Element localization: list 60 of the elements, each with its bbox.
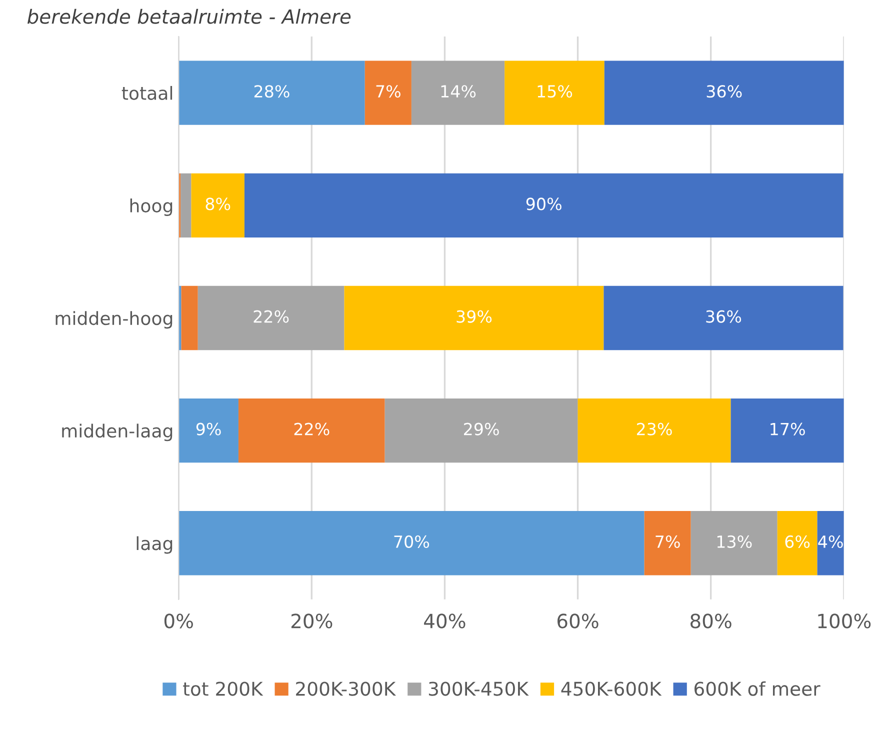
bar	[178, 286, 182, 350]
data-label: 70%	[394, 535, 430, 548]
x-tick-label: 40%	[424, 614, 466, 628]
bar	[384, 398, 578, 463]
x-tick-label: 100%	[818, 614, 871, 628]
data-label: 7%	[656, 535, 680, 548]
bar	[777, 511, 818, 576]
bar	[344, 286, 604, 350]
data-label: 22%	[254, 310, 289, 323]
bar	[191, 173, 244, 238]
data-label: 6%	[785, 535, 810, 548]
bar	[817, 511, 844, 576]
data-label: 36%	[706, 310, 742, 323]
x-tick-label: 60%	[558, 614, 598, 628]
y-tick-label: totaal	[122, 86, 172, 100]
bar	[238, 398, 385, 463]
bar	[178, 511, 644, 576]
data-label: 22%	[294, 422, 330, 436]
data-label: 9%	[196, 422, 221, 436]
data-label: 23%	[636, 422, 672, 436]
y-tick-label: midden-laag	[62, 424, 172, 442]
data-label: 90%	[526, 198, 562, 210]
x-tick-label: 20%	[291, 614, 332, 628]
data-label: 28%	[254, 85, 290, 98]
data-label: 17%	[770, 422, 805, 436]
bar	[178, 60, 365, 125]
bar	[364, 60, 412, 125]
chart-title: berekende betaalruimte - Almere	[27, 8, 351, 24]
bar	[604, 286, 844, 350]
x-tick-label: 80%	[690, 614, 732, 628]
data-label: 8%	[206, 198, 230, 210]
bar	[198, 286, 344, 350]
bar	[178, 398, 238, 463]
data-label: 13%	[717, 535, 752, 548]
data-label: 36%	[706, 85, 742, 98]
y-tick-label: hoog	[130, 198, 172, 216]
bar	[644, 511, 691, 576]
bar	[181, 286, 198, 350]
data-label: 14%	[441, 85, 476, 98]
y-tick-label: laag	[136, 536, 172, 554]
data-label: 29%	[464, 422, 499, 436]
legend-label: 600K of meer	[694, 681, 820, 696]
bar	[244, 173, 844, 238]
data-label: 4%	[818, 535, 843, 548]
bar	[504, 60, 604, 125]
bar	[730, 398, 844, 463]
x-tick-label: 0%	[164, 614, 193, 628]
data-label: 15%	[538, 85, 572, 98]
bar	[578, 398, 731, 463]
bar	[604, 60, 844, 125]
data-label: 39%	[456, 310, 492, 323]
legend-label: 200K-300K	[296, 682, 396, 696]
legend-label: tot 200K	[183, 682, 264, 696]
bar	[690, 511, 778, 576]
legend-label: 300K-450K	[428, 682, 529, 696]
data-label: 7%	[376, 85, 400, 98]
bar	[411, 60, 505, 125]
y-tick-label: midden-hoog	[56, 311, 172, 329]
legend-label: 450K-600K	[561, 682, 662, 696]
bar	[180, 173, 192, 238]
